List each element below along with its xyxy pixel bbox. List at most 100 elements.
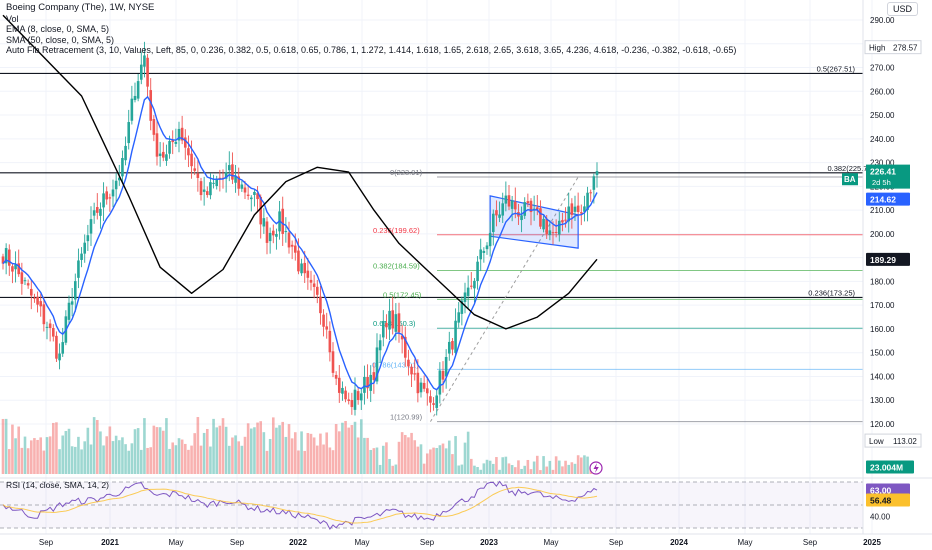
volume-bar	[460, 464, 464, 474]
legend-ema[interactable]: EMA (8, close, 0, SMA, 5)	[6, 24, 110, 35]
price-tick-label: 250.00	[870, 111, 895, 120]
volume-bar	[42, 450, 46, 474]
low-value: 113.02	[893, 437, 917, 446]
volume-bar	[253, 427, 256, 474]
price-axis[interactable]: 290.00280.00270.00260.00250.00240.00230.…	[842, 0, 922, 534]
volume-bar	[447, 440, 451, 474]
countdown-label: 2d 5h	[872, 178, 891, 187]
candle-body	[416, 372, 420, 394]
volume-bar	[86, 427, 90, 474]
candle-body	[7, 249, 11, 266]
candle-body	[372, 372, 376, 380]
volume-bar	[218, 425, 222, 474]
candle-body	[466, 287, 470, 296]
candle-body	[243, 187, 247, 193]
legend-vol[interactable]: Vol	[6, 13, 19, 24]
rsi-badge: 56.48	[870, 496, 892, 506]
price-tick-label: 180.00	[870, 277, 895, 286]
candle-body	[359, 393, 363, 401]
fib-level-label: 0.618(160.3)	[373, 319, 416, 328]
candle-body	[4, 248, 8, 264]
fib-level-label: 0(223.91)	[390, 168, 423, 177]
price-tick-label: 290.00	[870, 16, 895, 25]
candle-body	[212, 182, 215, 184]
candle-body	[551, 232, 555, 234]
candle-body	[80, 253, 83, 260]
price-tick-label: 240.00	[870, 135, 895, 144]
candle-body	[570, 203, 574, 215]
candle-body	[48, 323, 52, 329]
candle-body	[39, 301, 43, 307]
volume-bar	[498, 469, 501, 474]
volume-bar	[246, 423, 250, 474]
ema-line	[2, 95, 598, 391]
volume-bar	[325, 432, 329, 474]
candle-body	[315, 286, 319, 295]
candle-body	[77, 260, 80, 278]
price-tick-label: 230.00	[870, 159, 895, 168]
volume-bar	[7, 449, 11, 474]
volume-bar	[548, 460, 552, 474]
volume-bar	[513, 467, 517, 474]
candle-body	[391, 310, 395, 329]
volume-bar	[535, 455, 539, 474]
candle-body	[237, 176, 241, 189]
volume-bar	[48, 436, 52, 474]
volume-bar	[155, 427, 159, 474]
currency-button[interactable]: USD	[886, 2, 918, 16]
rsi-legend[interactable]: RSI (14, close, SMA, 14, 2)	[6, 480, 109, 490]
legend-fib[interactable]: Auto Fib Retracement (3, 10, Values, Lef…	[6, 45, 737, 56]
candle-body	[341, 387, 344, 394]
candle-body	[375, 347, 379, 382]
candle-body	[579, 212, 583, 214]
candle-body	[523, 202, 527, 216]
candle-body	[26, 283, 30, 286]
fib-level-label: 0.382(225.7)	[827, 164, 870, 173]
volume-bar	[469, 458, 473, 474]
candle-body	[224, 172, 228, 179]
volume-bar	[240, 445, 244, 474]
volume-bar	[67, 428, 71, 474]
time-axis[interactable]: Sep 2021 May Sep 2022 May Sep 2023 May Sep 2024 May…	[0, 533, 932, 547]
candle-body	[422, 382, 426, 389]
candle-body	[454, 320, 457, 353]
volume-bar	[133, 429, 137, 474]
candle-body	[58, 353, 61, 361]
indicator-lines	[2, 14, 598, 391]
volume-bar	[557, 460, 561, 474]
volume-bar	[51, 422, 55, 474]
volume-bar	[11, 424, 14, 474]
candle-body	[564, 219, 567, 221]
candle-body	[92, 210, 96, 216]
volume-bar	[495, 457, 498, 474]
time-tick-label: 2025	[863, 538, 881, 547]
candle-body	[17, 263, 21, 275]
volume-bar	[507, 463, 511, 474]
candle-body	[303, 262, 307, 274]
volume-bar	[545, 466, 549, 474]
price-tick-label: 200.00	[870, 230, 895, 239]
rsi-pane	[0, 477, 932, 531]
legend-sma[interactable]: SMA (50, close, 0, SMA, 5)	[6, 34, 115, 45]
volume-bar	[554, 456, 558, 474]
candle-body	[334, 374, 338, 379]
volume-bar	[397, 441, 401, 474]
volume-bar	[92, 417, 96, 474]
last-price-badge: 226.41	[870, 167, 896, 177]
candle-body	[202, 189, 206, 192]
candle-body	[234, 175, 237, 183]
volume-bar	[293, 432, 297, 474]
volume-bar	[341, 422, 344, 474]
volume-bar	[234, 435, 237, 474]
candle-body	[435, 395, 439, 408]
volume-bar	[227, 445, 231, 474]
volume-bar	[444, 448, 448, 474]
candle-body	[11, 266, 14, 272]
volume-bar	[23, 436, 27, 474]
chart-title[interactable]: Boeing Company (The), 1W, NYSE	[6, 2, 155, 13]
candle-body	[108, 197, 112, 199]
price-tick-label: 270.00	[870, 64, 895, 73]
candle-body	[165, 154, 168, 161]
fib-level-label: 0.5(172.45)	[383, 290, 422, 299]
volume-bars	[1, 417, 603, 475]
